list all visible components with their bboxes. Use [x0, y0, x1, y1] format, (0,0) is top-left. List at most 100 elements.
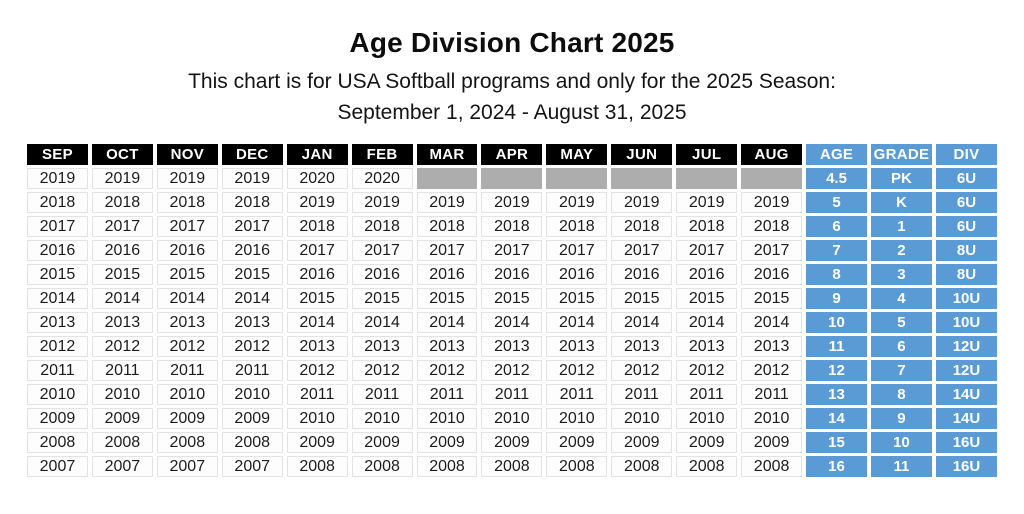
- column-header-apr: APR: [481, 144, 543, 165]
- birth-year-cell: 2013: [546, 336, 608, 357]
- birth-year-cell: 2014: [481, 312, 543, 333]
- birth-year-cell: 2018: [676, 216, 738, 237]
- birth-year-cell: 2017: [91, 216, 153, 237]
- birth-year-cell: 2013: [481, 336, 543, 357]
- birth-year-cell: 2020: [351, 168, 413, 189]
- birth-year-cell: 2011: [741, 384, 803, 405]
- grade-cell: 11: [870, 456, 932, 477]
- age-cell: 5: [806, 192, 867, 213]
- division-cell: 16U: [935, 456, 997, 477]
- birth-year-cell: 2012: [351, 360, 413, 381]
- grade-cell: PK: [870, 168, 932, 189]
- table-row: 2014 2014 2014 2014 2015 2015 2015 2015 2015 2015…: [27, 288, 997, 309]
- birth-year-cell: 2012: [221, 336, 283, 357]
- birth-year-cell: 2019: [221, 168, 283, 189]
- birth-year-cell: 2011: [286, 384, 348, 405]
- birth-year-cell: 2012: [91, 336, 153, 357]
- birth-year-cell: 2013: [91, 312, 153, 333]
- birth-year-cell: 2019: [611, 192, 673, 213]
- division-cell: 8U: [935, 264, 997, 285]
- birth-year-cell: 2011: [221, 360, 283, 381]
- birth-year-cell: 2014: [351, 312, 413, 333]
- table-body: 2019 2019 2019 2019 2020 2020 4.5 PK 6U 2018 2018 2…: [27, 168, 997, 477]
- birth-year-cell: 2012: [27, 336, 88, 357]
- birth-year-cell: 2016: [546, 264, 608, 285]
- birth-year-cell: 2010: [156, 384, 218, 405]
- birth-year-cell: 2016: [351, 264, 413, 285]
- birth-year-cell: 2008: [351, 456, 413, 477]
- birth-year-cell: 2013: [221, 312, 283, 333]
- birth-year-cell: 2013: [286, 336, 348, 357]
- page-title: Age Division Chart 2025: [349, 27, 675, 58]
- birth-year-cell: 2011: [481, 384, 543, 405]
- birth-year-cell: 2008: [481, 456, 543, 477]
- birth-year-cell: 2010: [221, 384, 283, 405]
- column-header-feb: FEB: [351, 144, 413, 165]
- division-cell: 14U: [935, 384, 997, 405]
- table-row: 2010 2010 2010 2010 2011 2011 2011 2011 2011 2011…: [27, 384, 997, 405]
- subtitle-line-1: This chart is for USA Softball programs …: [188, 70, 836, 93]
- birth-year-cell: 2018: [611, 216, 673, 237]
- birth-year-cell: 2018: [481, 216, 543, 237]
- division-cell: 12U: [935, 360, 997, 381]
- birth-year-cell: 2011: [27, 360, 88, 381]
- grade-cell: 7: [870, 360, 932, 381]
- birth-year-cell: 2010: [416, 408, 478, 429]
- subtitle-line-2: September 1, 2024 - August 31, 2025: [337, 101, 687, 124]
- birth-year-cell: 2015: [741, 288, 803, 309]
- birth-year-cell: 2016: [676, 264, 738, 285]
- birth-year-cell: 2019: [546, 192, 608, 213]
- birth-year-cell: 2018: [546, 216, 608, 237]
- birth-year-cell: 2014: [546, 312, 608, 333]
- birth-year-cell: 2008: [156, 432, 218, 453]
- birth-year-cell: 2016: [156, 240, 218, 261]
- division-cell: 12U: [935, 336, 997, 357]
- birth-year-cell: 2018: [741, 216, 803, 237]
- birth-year-cell: 2014: [741, 312, 803, 333]
- grade-cell: 6: [870, 336, 932, 357]
- birth-year-cell: 2015: [546, 288, 608, 309]
- birth-year-cell: 2012: [546, 360, 608, 381]
- grade-cell: 4: [870, 288, 932, 309]
- birth-year-cell: 2015: [91, 264, 153, 285]
- birth-year-cell: 2009: [676, 432, 738, 453]
- birth-year-cell: 2012: [741, 360, 803, 381]
- birth-year-cell: 2018: [156, 192, 218, 213]
- table-row: 2009 2009 2009 2009 2010 2010 2010 2010 2010 2010…: [27, 408, 997, 429]
- grade-cell: 9: [870, 408, 932, 429]
- division-cell: 8U: [935, 240, 997, 261]
- birth-year-cell: 2015: [676, 288, 738, 309]
- birth-year-cell: 2019: [481, 192, 543, 213]
- age-cell: 12: [806, 360, 867, 381]
- birth-year-cell: 2007: [27, 456, 88, 477]
- birth-year-cell: 2009: [221, 408, 283, 429]
- birth-year-cell: 2015: [351, 288, 413, 309]
- table-row: 2016 2016 2016 2016 2017 2017 2017 2017 2017 2017…: [27, 240, 997, 261]
- table-row: 2007 2007 2007 2007 2008 2008 2008 2008 2008 2008…: [27, 456, 997, 477]
- birth-year-cell: 2009: [156, 408, 218, 429]
- birth-year-cell: 2019: [416, 192, 478, 213]
- birth-year-cell: 2017: [351, 240, 413, 261]
- birth-year-cell: 2014: [286, 312, 348, 333]
- birth-year-cell: 2014: [676, 312, 738, 333]
- birth-year-cell: 2015: [481, 288, 543, 309]
- age-cell: 16: [806, 456, 867, 477]
- birth-year-cell: 2010: [546, 408, 608, 429]
- birth-year-cell: 2012: [156, 336, 218, 357]
- ineligible-cell: [416, 168, 478, 189]
- birth-year-cell: 2017: [286, 240, 348, 261]
- birth-year-cell: 2012: [286, 360, 348, 381]
- birth-year-cell: 2017: [221, 216, 283, 237]
- table-row: 2008 2008 2008 2008 2009 2009 2009 2009 2009 2009…: [27, 432, 997, 453]
- birth-year-cell: 2009: [546, 432, 608, 453]
- birth-year-cell: 2007: [156, 456, 218, 477]
- division-cell: 10U: [935, 312, 997, 333]
- division-cell: 6U: [935, 168, 997, 189]
- birth-year-cell: 2011: [91, 360, 153, 381]
- birth-year-cell: 2011: [416, 384, 478, 405]
- ineligible-cell: [741, 168, 803, 189]
- birth-year-cell: 2017: [156, 216, 218, 237]
- grade-cell: 8: [870, 384, 932, 405]
- age-cell: 14: [806, 408, 867, 429]
